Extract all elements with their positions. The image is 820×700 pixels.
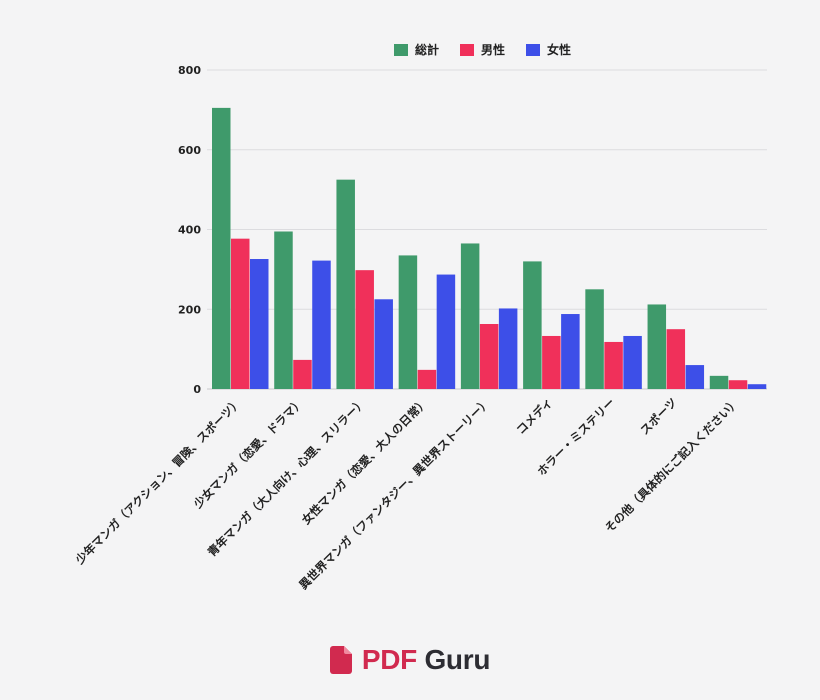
y-tick-label: 800 (178, 64, 201, 77)
bar-総計-2 (336, 179, 355, 389)
bar-総計-0 (212, 107, 231, 389)
bar-男性-3 (417, 369, 437, 389)
y-tick-label: 0 (193, 383, 201, 396)
bar-総計-6 (585, 289, 604, 389)
bar-総計-3 (398, 255, 418, 389)
brand-pdf-text: PDF (361, 644, 417, 675)
y-tick-label: 600 (178, 144, 201, 157)
legend-swatch (460, 44, 474, 56)
legend-swatch (526, 44, 540, 56)
legend-swatch (394, 44, 408, 56)
chart: 0 200 400 600 800 少年マンガ（アクション、冒険、スポーツ） 少女マンガ（… (72, 42, 767, 592)
bar-男性-2 (355, 270, 374, 389)
bar-女性-0 (250, 259, 269, 389)
legend: 総計 男性 女性 (394, 42, 571, 57)
chart-svg: 0 200 400 600 800 少年マンガ（アクション、冒険、スポーツ）少女マンガ（… (72, 42, 767, 592)
bar-男性-8 (728, 380, 748, 389)
pdf-file-icon (329, 646, 352, 674)
bar-女性-2 (374, 299, 393, 389)
x-tick-label: 女性マンガ（恋愛、大人の日常） (299, 395, 431, 527)
x-tick-label: コメディ (513, 395, 555, 437)
bar-女性-1 (312, 260, 331, 389)
bar-総計-1 (274, 231, 293, 389)
y-tick-label: 400 (178, 224, 201, 237)
y-tick-label: 200 (178, 303, 201, 316)
legend-label: 男性 (481, 42, 505, 57)
brand-logo: PDF Guru (0, 640, 820, 680)
bar-総計-8 (709, 375, 729, 389)
x-tick-label: 少女マンガ（恋愛、ドラマ） (190, 395, 306, 511)
legend-label: 女性 (547, 42, 571, 57)
legend-label: 総計 (415, 42, 439, 57)
bar-女性-4 (498, 308, 518, 389)
bar-男性-4 (479, 324, 499, 389)
bar-女性-8 (747, 384, 767, 389)
x-tick-label: その他（具体的にご記入ください） (602, 395, 742, 535)
bar-総計-5 (523, 261, 542, 389)
bar-男性-6 (604, 341, 623, 389)
y-axis: 0 200 400 600 800 (178, 64, 201, 396)
bar-男性-0 (231, 238, 250, 389)
x-axis: 少年マンガ（アクション、冒険、スポーツ）少女マンガ（恋愛、ドラマ）青年マンガ（大… (72, 395, 742, 592)
bar-女性-3 (436, 274, 456, 389)
brand-name: PDF Guru (361, 644, 491, 676)
bar-女性-5 (561, 314, 580, 389)
bar-男性-5 (542, 335, 561, 389)
bars (212, 107, 767, 389)
bar-総計-4 (460, 243, 480, 389)
bar-総計-7 (647, 304, 667, 389)
bar-女性-6 (623, 335, 642, 389)
bar-男性-1 (293, 359, 312, 389)
bar-女性-7 (685, 365, 705, 389)
bar-男性-7 (666, 329, 686, 389)
brand-guru-text: Guru (424, 644, 491, 675)
x-tick-label: スポーツ (638, 395, 680, 437)
